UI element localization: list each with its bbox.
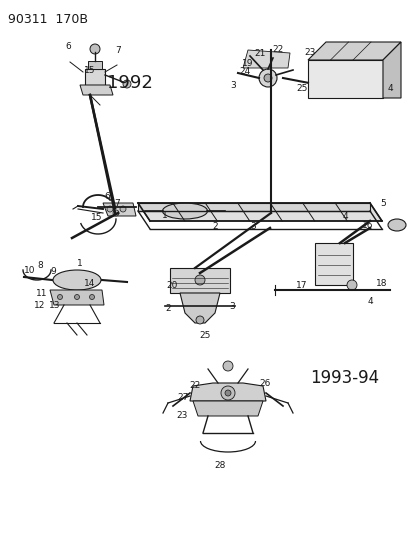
Circle shape bbox=[113, 210, 119, 216]
Text: 24: 24 bbox=[239, 67, 250, 76]
Circle shape bbox=[221, 386, 235, 400]
Text: 27: 27 bbox=[177, 393, 188, 402]
Text: 20: 20 bbox=[166, 280, 177, 289]
Text: 3: 3 bbox=[249, 222, 255, 230]
Bar bbox=[307, 60, 382, 98]
Text: 4: 4 bbox=[386, 84, 392, 93]
Text: 17: 17 bbox=[296, 280, 307, 289]
Circle shape bbox=[123, 80, 131, 88]
Ellipse shape bbox=[387, 219, 405, 231]
Circle shape bbox=[346, 280, 356, 290]
Text: 3: 3 bbox=[228, 302, 234, 311]
Polygon shape bbox=[138, 203, 381, 221]
Text: 23: 23 bbox=[176, 410, 187, 419]
Text: 4: 4 bbox=[366, 296, 372, 305]
Text: 16: 16 bbox=[361, 221, 373, 230]
Circle shape bbox=[120, 206, 126, 212]
Text: 12: 12 bbox=[34, 301, 45, 310]
Text: 1: 1 bbox=[77, 259, 83, 268]
Circle shape bbox=[90, 44, 100, 54]
Ellipse shape bbox=[53, 270, 101, 290]
Text: 26: 26 bbox=[259, 378, 270, 387]
Bar bbox=[88, 61, 102, 69]
Text: 6: 6 bbox=[104, 191, 109, 200]
Bar bbox=[85, 69, 105, 85]
Polygon shape bbox=[103, 203, 136, 216]
Polygon shape bbox=[382, 42, 400, 98]
Text: 10: 10 bbox=[24, 265, 36, 274]
Polygon shape bbox=[192, 401, 262, 416]
Text: 6: 6 bbox=[65, 42, 71, 51]
Circle shape bbox=[259, 69, 276, 87]
Bar bbox=[170, 268, 230, 293]
Text: 1993-94: 1993-94 bbox=[309, 369, 378, 387]
Circle shape bbox=[263, 74, 271, 82]
Text: 3: 3 bbox=[230, 80, 235, 90]
Text: 23: 23 bbox=[304, 47, 315, 56]
Text: 90311  170B: 90311 170B bbox=[8, 13, 88, 26]
Text: 8: 8 bbox=[37, 261, 43, 270]
Text: 25: 25 bbox=[296, 84, 307, 93]
Text: 15: 15 bbox=[91, 213, 102, 222]
Text: 9: 9 bbox=[50, 266, 56, 276]
Text: 1: 1 bbox=[162, 211, 167, 220]
Polygon shape bbox=[80, 85, 113, 95]
Text: 11: 11 bbox=[36, 288, 47, 297]
Text: 15: 15 bbox=[84, 66, 95, 75]
Text: 4: 4 bbox=[342, 212, 347, 221]
Polygon shape bbox=[307, 42, 400, 60]
Polygon shape bbox=[138, 203, 369, 211]
Ellipse shape bbox=[162, 203, 207, 219]
Polygon shape bbox=[190, 383, 266, 401]
Text: 2: 2 bbox=[212, 222, 217, 230]
Circle shape bbox=[223, 361, 233, 371]
Text: 18: 18 bbox=[375, 279, 387, 287]
Circle shape bbox=[107, 206, 113, 212]
Text: 22: 22 bbox=[189, 381, 200, 390]
Text: 19: 19 bbox=[242, 59, 253, 68]
Text: 2: 2 bbox=[165, 303, 171, 312]
Bar bbox=[314, 243, 352, 285]
Text: 7: 7 bbox=[115, 45, 121, 54]
Circle shape bbox=[89, 295, 94, 300]
Polygon shape bbox=[242, 50, 289, 68]
Circle shape bbox=[195, 316, 204, 324]
Text: 1992: 1992 bbox=[107, 74, 152, 92]
Polygon shape bbox=[50, 290, 104, 305]
Polygon shape bbox=[180, 293, 219, 323]
Text: 13: 13 bbox=[49, 301, 61, 310]
Circle shape bbox=[224, 390, 230, 396]
Text: 22: 22 bbox=[272, 44, 283, 53]
Text: 5: 5 bbox=[379, 198, 385, 207]
Circle shape bbox=[195, 275, 204, 285]
Circle shape bbox=[57, 295, 62, 300]
Text: 21: 21 bbox=[254, 49, 265, 58]
Text: 25: 25 bbox=[199, 330, 210, 340]
Text: 7: 7 bbox=[114, 198, 120, 207]
Text: 28: 28 bbox=[214, 461, 225, 470]
Text: 14: 14 bbox=[84, 279, 95, 287]
Circle shape bbox=[74, 295, 79, 300]
